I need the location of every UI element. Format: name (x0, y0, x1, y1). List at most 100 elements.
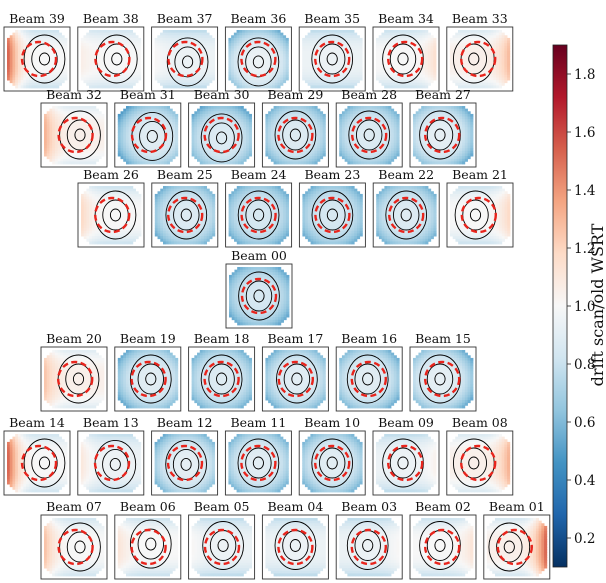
heatmap-cell (166, 121, 171, 125)
heatmap-cell (120, 121, 124, 125)
heatmap-cell (302, 74, 306, 78)
heatmap-cell (39, 30, 43, 34)
heatmap-cell (378, 51, 382, 55)
heatmap-cell (295, 142, 299, 146)
heatmap-cell (200, 35, 205, 39)
heatmap-cell (128, 145, 132, 149)
heatmap-cell (134, 111, 138, 115)
heatmap-cell (216, 135, 220, 139)
heatmap-cell (190, 80, 194, 84)
heatmap-cell (68, 135, 72, 139)
heatmap-cell (427, 40, 431, 44)
heatmap-cell (71, 142, 75, 146)
heatmap-cell (187, 61, 191, 65)
heatmap-cell (300, 113, 304, 117)
heatmap-cell (236, 37, 240, 41)
heatmap-cell (60, 153, 64, 157)
beam-panel: Beam 36 (224, 11, 292, 92)
heatmap-cell (187, 35, 191, 39)
heatmap-cell (116, 66, 120, 70)
heatmap-cell (324, 48, 328, 52)
heatmap-cell (49, 108, 53, 112)
heatmap-cell (496, 30, 500, 34)
heatmap-cell (101, 132, 105, 136)
heatmap-cell (321, 66, 325, 70)
heatmap-cell (150, 140, 154, 144)
heatmap-cell (477, 74, 481, 78)
heatmap-cell (162, 32, 166, 36)
heatmap-cell (397, 45, 401, 49)
heatmap-cell (58, 64, 62, 68)
heatmap-cell (46, 121, 50, 125)
heatmap-cell (269, 35, 273, 39)
heatmap-cell (337, 40, 341, 44)
heatmap-cell (97, 72, 101, 76)
heatmap-cell (272, 35, 276, 39)
heatmap-cell (474, 61, 478, 65)
heatmap-cell (315, 72, 319, 76)
heatmap-cell (12, 82, 16, 86)
heatmap-cell (210, 127, 214, 131)
heatmap-cell (248, 137, 252, 141)
heatmap-cell (452, 56, 456, 60)
heatmap-cell (12, 59, 16, 63)
heatmap-cell (487, 59, 492, 63)
heatmap-cell (34, 43, 38, 47)
heatmap-cell (263, 30, 267, 34)
heatmap-cell (184, 72, 188, 76)
heatmap-cell (198, 74, 202, 78)
heatmap-cell (237, 129, 242, 133)
heatmap-cell (203, 51, 207, 55)
heatmap-cell (88, 56, 93, 60)
heatmap-cell (304, 66, 309, 70)
heatmap-cell (93, 113, 97, 117)
heatmap-cell (131, 108, 135, 112)
heatmap-cell (83, 77, 87, 81)
heatmap-cell (9, 74, 13, 78)
heatmap-cell (340, 80, 344, 84)
heatmap-cell (466, 45, 470, 49)
heatmap-cell (235, 158, 239, 162)
heatmap-cell (205, 150, 209, 154)
heatmap-cell (232, 148, 236, 152)
heatmap-cell (200, 32, 205, 36)
heatmap-cell (42, 43, 46, 47)
heatmap-cell (205, 156, 209, 160)
heatmap-cell (57, 153, 61, 157)
heatmap-cell (277, 45, 281, 49)
heatmap-cell (386, 35, 391, 39)
heatmap-cell (134, 127, 138, 131)
heatmap-cell (23, 32, 27, 36)
reference-circle (203, 116, 240, 154)
heatmap-cell (64, 74, 68, 78)
heatmap-cell (200, 82, 205, 86)
heatmap-cell (430, 45, 434, 49)
heatmap-cell (276, 140, 280, 144)
heatmap-cell (337, 53, 341, 57)
heatmap-cell (232, 111, 236, 115)
heatmap-cell (218, 142, 222, 146)
heatmap-cell (471, 85, 475, 89)
heatmap-cell (414, 72, 418, 76)
heatmap-cell (269, 40, 273, 44)
heatmap-cell (321, 56, 325, 60)
heatmap-cell (272, 53, 276, 57)
heatmap-cell (202, 121, 206, 125)
heatmap-cell (15, 69, 19, 73)
heatmap-cell (468, 85, 473, 89)
heatmap-cell (270, 108, 274, 112)
heatmap-cell (161, 156, 165, 160)
reference-circle (460, 40, 497, 78)
heatmap-cell (207, 111, 212, 115)
heatmap-cell (97, 82, 101, 86)
heatmap-cell (460, 69, 464, 73)
heatmap-cell (131, 132, 135, 136)
heatmap-cell (76, 137, 80, 141)
heatmap-cell (307, 43, 311, 47)
heatmap-cell (282, 43, 287, 47)
heatmap-cell (452, 35, 456, 39)
heatmap-cell (218, 161, 222, 165)
heatmap-cell (343, 30, 347, 34)
heatmap-cell (86, 66, 90, 70)
heatmap-cell (496, 56, 500, 60)
